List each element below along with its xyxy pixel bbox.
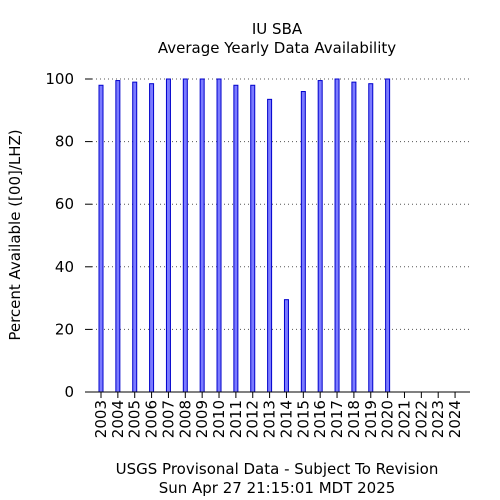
- x-tick-label-2013: 2013: [261, 400, 279, 438]
- bar-2012: [250, 84, 256, 393]
- bar-2006: [149, 83, 155, 393]
- bar-2008: [182, 78, 188, 393]
- x-tick-label-2012: 2012: [244, 400, 262, 438]
- y-tick-label: 20: [55, 320, 74, 338]
- y-tick-label: 80: [55, 133, 74, 151]
- x-tick-label-2018: 2018: [345, 400, 363, 438]
- y-axis-label: Percent Available ([00]/LHZ): [6, 129, 24, 340]
- x-tick-label-2011: 2011: [227, 400, 245, 438]
- bar-2019: [368, 83, 374, 393]
- bar-2017: [334, 78, 340, 393]
- x-tick-label-2024: 2024: [446, 400, 464, 438]
- bar-2015: [300, 91, 306, 393]
- bar-2011: [233, 84, 239, 393]
- x-tick-label-2008: 2008: [176, 400, 194, 438]
- x-tick-label-2010: 2010: [210, 400, 228, 438]
- x-tick-label-2009: 2009: [193, 400, 211, 438]
- x-tick-label-2016: 2016: [311, 400, 329, 438]
- gridlines: [92, 78, 470, 330]
- footer-line-2: Sun Apr 27 21:15:01 MDT 2025: [159, 479, 396, 497]
- x-tick-label-2017: 2017: [328, 400, 346, 438]
- y-tick-label: 40: [55, 258, 74, 276]
- x-tick-label-2020: 2020: [379, 400, 397, 438]
- chart-title: IU SBA: [252, 20, 303, 38]
- y-tick-label: 100: [45, 70, 74, 88]
- bar-2007: [165, 78, 171, 393]
- bar-2009: [199, 78, 205, 393]
- bar-2013: [267, 98, 273, 393]
- y-axis-ticks: 0 20 40 60 80 100: [45, 70, 92, 401]
- y-tick-label: 60: [55, 195, 74, 213]
- footer-line-1: USGS Provisonal Data - Subject To Revisi…: [116, 460, 439, 478]
- x-tick-label-2004: 2004: [109, 400, 127, 438]
- bar-2004: [115, 80, 121, 393]
- x-axis-ticks: 2003200420052006200720082009201020112012…: [92, 392, 464, 438]
- bars: [98, 78, 391, 393]
- bar-2016: [317, 80, 323, 393]
- x-tick-label-2021: 2021: [395, 400, 413, 438]
- chart-subtitle: Average Yearly Data Availability: [158, 39, 396, 57]
- x-tick-label-2015: 2015: [294, 400, 312, 438]
- bar-2018: [351, 81, 357, 393]
- bar-2014: [283, 299, 289, 393]
- bar-2010: [216, 78, 222, 393]
- y-tick-label: 0: [64, 383, 74, 401]
- x-tick-label-2005: 2005: [126, 400, 144, 438]
- x-tick-label-2014: 2014: [277, 400, 295, 438]
- x-tick-label-2007: 2007: [159, 400, 177, 438]
- bar-2020: [385, 78, 391, 393]
- x-tick-label-2003: 2003: [92, 400, 110, 438]
- x-tick-label-2006: 2006: [143, 400, 161, 438]
- x-tick-label-2022: 2022: [412, 400, 430, 438]
- bar-2005: [132, 81, 138, 393]
- bar-2003: [98, 84, 104, 393]
- x-tick-label-2023: 2023: [429, 400, 447, 438]
- x-tick-label-2019: 2019: [362, 400, 380, 438]
